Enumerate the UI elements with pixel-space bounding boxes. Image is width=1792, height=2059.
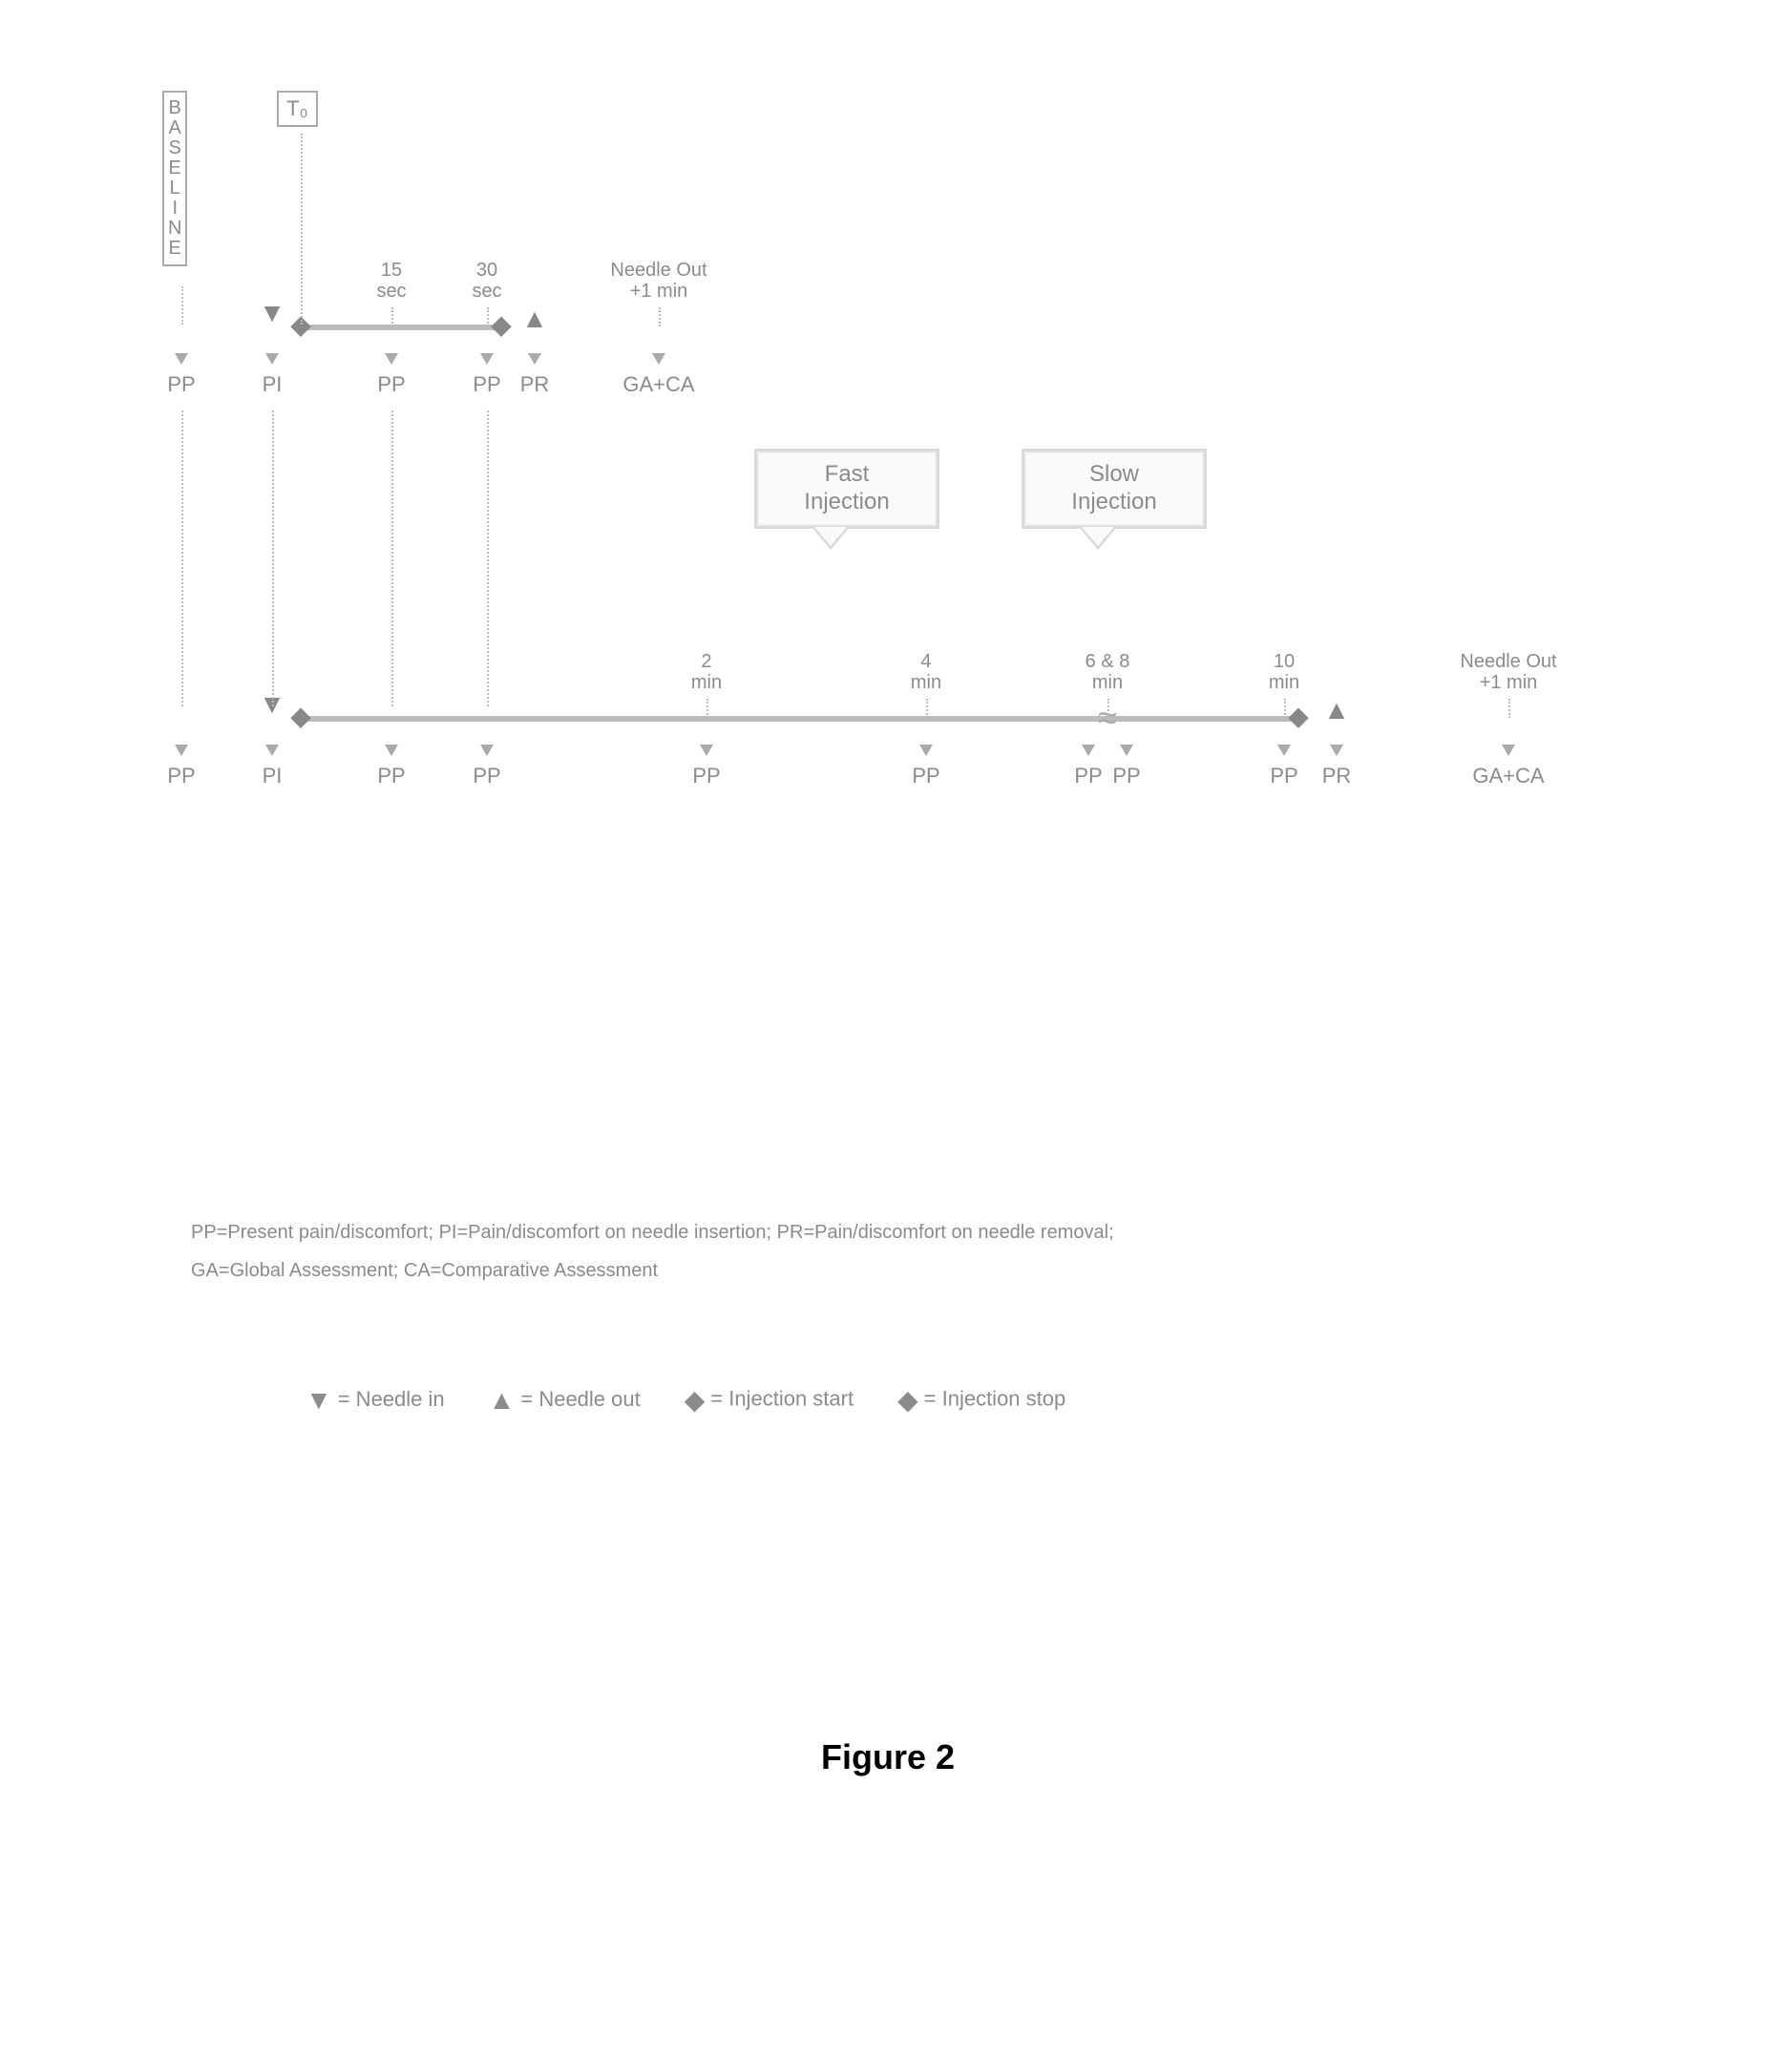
bot-pp-6-arrow xyxy=(1082,745,1095,756)
needle-in-icon: ▼ xyxy=(306,1385,332,1416)
vertical-dotted xyxy=(181,410,183,706)
t0-box: T₀ xyxy=(277,91,318,127)
bot-pr-label: PR xyxy=(1322,764,1352,788)
top-inj-stop-icon: ◆ xyxy=(491,309,512,341)
bot-pi-arrow xyxy=(265,745,279,756)
bot-label-10: 10min xyxy=(1269,651,1299,693)
bot-pp-8-arrow xyxy=(1120,745,1133,756)
dotted-bot xyxy=(1284,699,1286,718)
figure-caption: Figure 2 xyxy=(821,1737,955,1777)
legend: ▼= Needle in ▲= Needle out ◆= Injection … xyxy=(306,1384,1065,1416)
dotted-bot xyxy=(926,699,928,718)
bot-pp-8-label: PP xyxy=(1112,764,1140,788)
dotted-top xyxy=(487,307,489,326)
dotted-bot xyxy=(1508,699,1510,718)
bot-pp-4-label: PP xyxy=(912,764,939,788)
vertical-dotted xyxy=(391,410,393,706)
bot-pp-4-arrow xyxy=(919,745,933,756)
dotted-bot xyxy=(1107,699,1109,718)
top-pp-baseline-label: PP xyxy=(167,372,195,397)
slow-injection-callout: SlowInjection xyxy=(1022,449,1207,529)
bot-pp-baseline-arrow xyxy=(175,745,188,756)
top-needle-in-icon: ▼ xyxy=(259,298,285,328)
top-pp-15-label: PP xyxy=(377,372,405,397)
notes-line-2: GA=Global Assessment; CA=Comparative Ass… xyxy=(191,1260,658,1282)
bot-pp-10-arrow xyxy=(1277,745,1291,756)
top-pp-baseline-arrow xyxy=(175,353,188,365)
bot-inj-stop-icon: ◆ xyxy=(1288,701,1309,732)
top-label-15s: 15sec xyxy=(376,260,406,302)
top-label-needle-out: Needle Out+1 min xyxy=(610,260,706,302)
fast-injection-callout: FastInjection xyxy=(754,449,939,529)
bot-needle-out-icon: ▲ xyxy=(1323,695,1350,725)
top-gaca-arrow xyxy=(652,353,665,365)
vertical-dotted xyxy=(487,410,489,706)
dotted-top xyxy=(391,307,393,326)
bot-pi-label: PI xyxy=(263,764,283,788)
bot-gaca-label: GA+CA xyxy=(1472,764,1544,788)
bot-pp-6-label: PP xyxy=(1074,764,1102,788)
vertical-dotted xyxy=(272,410,274,706)
fast-injection-pointer xyxy=(812,527,850,550)
top-needle-out-icon: ▲ xyxy=(521,304,548,334)
top-pi-label: PI xyxy=(263,372,283,397)
top-pr-label: PR xyxy=(520,372,550,397)
bot-pp-30-label: PP xyxy=(473,764,500,788)
bot-label-4: 4min xyxy=(911,651,941,693)
bot-inj-start-icon: ◆ xyxy=(290,701,311,732)
inj-stop-icon: ◆ xyxy=(897,1384,918,1416)
baseline-to-top xyxy=(181,286,183,325)
bot-pr-arrow xyxy=(1330,745,1343,756)
legend-needle-in: ▼= Needle in xyxy=(306,1385,445,1416)
top-label-30s: 30sec xyxy=(472,260,501,302)
dotted-top xyxy=(659,307,661,326)
top-pp-30-arrow xyxy=(480,353,494,365)
top-pp-30-label: PP xyxy=(473,372,500,397)
baseline-box: BASELINE xyxy=(162,91,187,266)
top-pp-15-arrow xyxy=(385,353,398,365)
bot-label-68: 6 & 8min xyxy=(1086,651,1130,693)
bot-label-out: Needle Out+1 min xyxy=(1460,651,1556,693)
bot-pp-2-label: PP xyxy=(692,764,720,788)
top-pi-arrow xyxy=(265,353,279,365)
top-timeline xyxy=(301,325,501,330)
inj-start-icon: ◆ xyxy=(685,1384,706,1416)
top-gaca-label: GA+CA xyxy=(622,372,694,397)
bot-pp-30-arrow xyxy=(480,745,494,756)
bot-label-2: 2min xyxy=(691,651,722,693)
bot-pp-15-arrow xyxy=(385,745,398,756)
needle-out-icon: ▲ xyxy=(489,1385,516,1416)
slow-injection-pointer xyxy=(1079,527,1117,550)
legend-needle-out: ▲= Needle out xyxy=(489,1385,641,1416)
t0-to-top xyxy=(301,134,303,325)
top-pr-arrow xyxy=(528,353,541,365)
bot-pp-15-label: PP xyxy=(377,764,405,788)
notes-line-1: PP=Present pain/discomfort; PI=Pain/disc… xyxy=(191,1222,1114,1244)
bot-pp-baseline-label: PP xyxy=(167,764,195,788)
bot-pp-2-arrow xyxy=(700,745,713,756)
bot-gaca-arrow xyxy=(1502,745,1515,756)
legend-inj-start: ◆= Injection start xyxy=(685,1384,854,1416)
legend-inj-stop: ◆= Injection stop xyxy=(897,1384,1065,1416)
bot-pp-10-label: PP xyxy=(1270,764,1297,788)
bottom-timeline xyxy=(301,716,1298,722)
dotted-bot xyxy=(706,699,708,718)
